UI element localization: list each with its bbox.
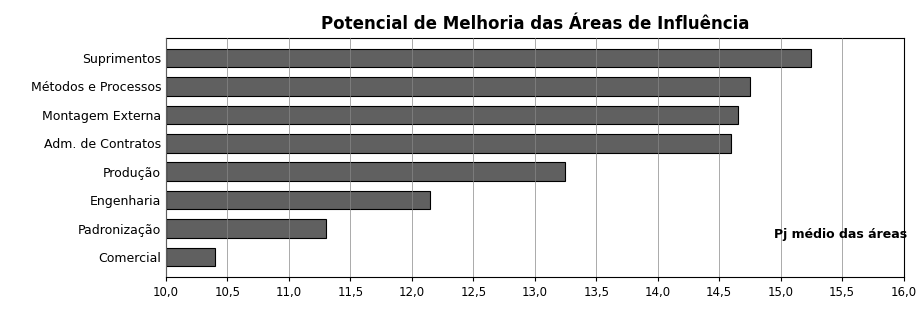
Bar — [166, 163, 565, 181]
Bar — [166, 219, 325, 238]
Bar — [166, 106, 738, 124]
Bar — [166, 77, 750, 96]
Title: Potencial de Melhoria das Áreas de Influência: Potencial de Melhoria das Áreas de Influ… — [321, 15, 749, 33]
Bar — [166, 49, 811, 67]
Bar — [166, 248, 215, 266]
Bar — [166, 191, 431, 209]
Bar — [166, 134, 731, 152]
Text: Pj médio das áreas: Pj médio das áreas — [774, 228, 907, 241]
